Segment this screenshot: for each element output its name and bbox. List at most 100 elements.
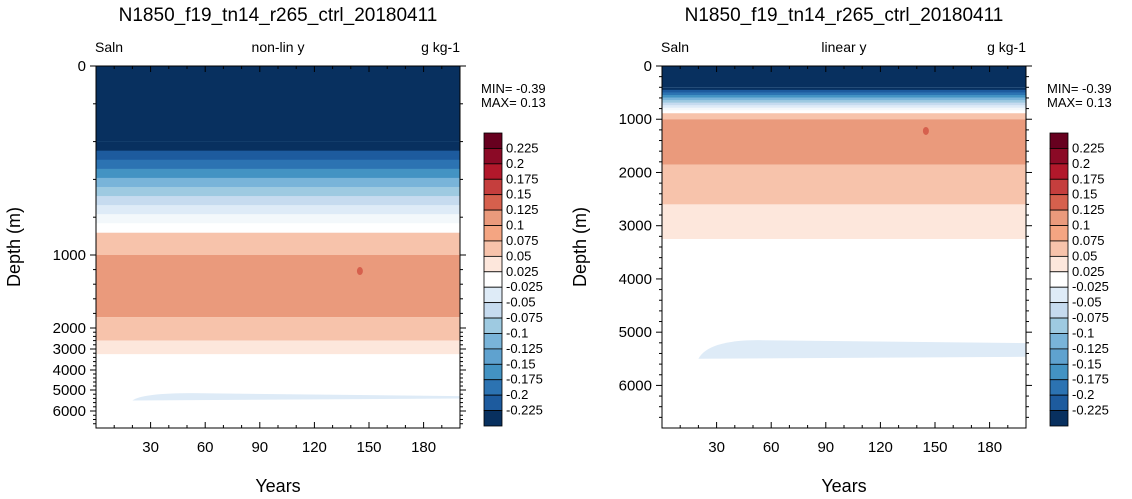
colorbar-swatch — [1049, 286, 1069, 304]
colorbar-label: -0.075 — [1072, 310, 1109, 325]
colorbar-label: 0.225 — [506, 140, 539, 155]
contour-band-abyssal-lens — [132, 393, 460, 401]
max-value-label: MAX= 0.13 — [481, 95, 546, 110]
colorbar-swatch — [1049, 410, 1069, 427]
contour-fill-group — [96, 66, 460, 428]
halocline-stripe — [96, 196, 460, 206]
colorbar-swatch — [483, 333, 503, 350]
contour-band-abyssal-lens — [698, 340, 1026, 359]
contour-band-salinity-maximum — [96, 255, 460, 318]
colorbar-label: 0.2 — [506, 156, 524, 171]
colorbar-swatch — [483, 271, 503, 288]
colorbar-swatch — [483, 410, 503, 427]
halocline-stripe — [662, 94, 1026, 98]
colorbar-swatch — [1049, 240, 1069, 257]
colorbar-label: -0.05 — [506, 295, 536, 310]
x-tick-label: 60 — [197, 439, 214, 456]
colorbar-swatch — [1049, 363, 1069, 381]
y-scale-label: linear y — [821, 39, 866, 55]
salinity-anomaly-blob — [922, 126, 929, 135]
colorbar-swatch — [1049, 379, 1069, 396]
colorbar-label: 0.125 — [506, 202, 539, 217]
colorbar-label: 0.05 — [506, 248, 531, 263]
right-panel-chart: N1850_f19_tn14_r265_ctrl_20180411 Saln l… — [570, 5, 1112, 496]
colorbar-label: -0.025 — [1072, 279, 1109, 294]
chart-title: N1850_f19_tn14_r265_ctrl_20180411 — [119, 5, 438, 26]
colorbar-swatch — [1049, 348, 1069, 365]
contour-band-deep — [662, 239, 1026, 428]
halocline-stripe — [96, 150, 460, 161]
x-tick-label: 120 — [302, 439, 327, 456]
x-tick-label: 150 — [922, 439, 947, 456]
x-tick-label: 90 — [817, 439, 834, 456]
colorbar-label: -0.2 — [1072, 387, 1094, 402]
colorbar-swatch — [483, 148, 503, 165]
colorbar-label: -0.2 — [506, 387, 528, 402]
y-tick-label: 2000 — [53, 320, 86, 337]
halocline-stripe — [96, 205, 460, 215]
colorbar-label: 0.1 — [1072, 218, 1090, 233]
colorbar-swatch — [1049, 148, 1069, 165]
y-tick-label: 4000 — [619, 271, 652, 288]
colorbar-label: -0.175 — [1072, 372, 1109, 387]
halocline-stripe — [662, 92, 1026, 96]
chart-title: N1850_f19_tn14_r265_ctrl_20180411 — [685, 5, 1004, 26]
colorbar-label: -0.15 — [1072, 356, 1102, 371]
colorbar-swatch — [1049, 302, 1069, 319]
colorbar-label: 0.05 — [1072, 248, 1097, 263]
contour-band-lower-intermediate-1 — [96, 317, 460, 341]
colorbar-swatch — [483, 379, 503, 396]
y-tick-label: 0 — [644, 58, 652, 75]
halocline-stripe — [662, 102, 1026, 106]
colorbar-swatch — [483, 348, 503, 365]
y-tick-label: 1000 — [53, 247, 86, 264]
x-tick-label: 60 — [763, 439, 780, 456]
colorbar-label: 0.025 — [1072, 264, 1105, 279]
y-tick-label: 6000 — [53, 403, 86, 420]
colorbar-swatch — [483, 363, 503, 381]
colorbar-label: -0.225 — [1072, 403, 1109, 418]
min-value-label: MIN= -0.39 — [1047, 81, 1112, 96]
colorbar-label: -0.15 — [506, 356, 536, 371]
variable-label: Saln — [661, 39, 689, 55]
colorbar-swatch — [1049, 132, 1069, 149]
y-tick-label: 1000 — [619, 111, 652, 128]
halocline-stripe — [96, 159, 460, 170]
x-tick-label: 180 — [977, 439, 1002, 456]
y-axis-label: Depth (m) — [570, 207, 590, 287]
min-value-label: MIN= -0.39 — [481, 81, 546, 96]
units-label: g kg-1 — [987, 39, 1026, 55]
colorbar-label: -0.075 — [506, 310, 543, 325]
colorbar-label: -0.125 — [1072, 341, 1109, 356]
halocline-stripe — [662, 107, 1026, 111]
colorbar-swatch — [1049, 178, 1069, 196]
colorbar-swatch — [1049, 163, 1069, 180]
halocline-stripe — [662, 105, 1026, 109]
contour-band-lower-intermediate-2 — [96, 340, 460, 355]
contour-band-salinity-maximum — [662, 119, 1026, 165]
y-tick-label: 3000 — [53, 341, 86, 358]
colorbar-label: 0.15 — [506, 187, 531, 202]
colorbar-swatch — [483, 240, 503, 257]
colorbar-label: -0.025 — [506, 279, 543, 294]
colorbar-swatch — [1049, 333, 1069, 350]
halocline-stripe — [662, 87, 1026, 91]
x-tick-label: 90 — [251, 439, 268, 456]
colorbar-label: -0.125 — [506, 341, 543, 356]
colorbar-swatch — [483, 225, 503, 242]
x-tick-label: 180 — [411, 439, 436, 456]
colorbar-swatch — [483, 317, 503, 334]
colorbar-swatch — [1049, 317, 1069, 334]
halocline-stripe — [662, 97, 1026, 101]
halocline-stripe — [96, 168, 460, 179]
colorbar-swatch — [483, 178, 503, 196]
x-tick-label: 150 — [356, 439, 381, 456]
contour-band-deep — [96, 354, 460, 428]
colorbar-label: -0.175 — [506, 372, 543, 387]
colorbar-swatch — [483, 286, 503, 304]
colorbar-label: 0.075 — [506, 233, 539, 248]
halocline-stripe — [96, 141, 460, 152]
colorbar-swatch — [1049, 225, 1069, 242]
colorbar-swatch — [483, 209, 503, 226]
colorbar-swatch — [1049, 394, 1069, 411]
